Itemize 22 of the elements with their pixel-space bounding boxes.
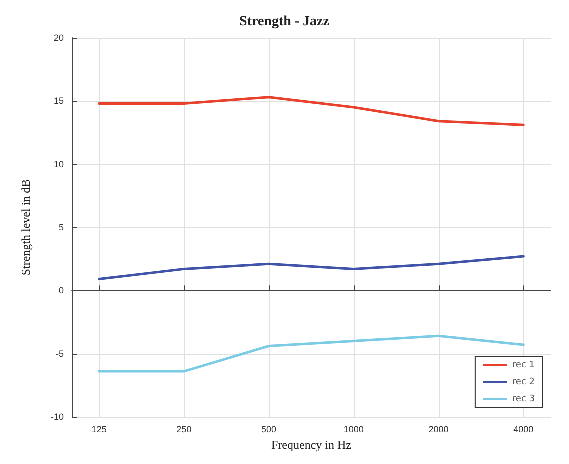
y-tick-label: -5 [56, 348, 64, 359]
x-tick-label: 4000 [514, 424, 534, 434]
y-tick-label: 0 [58, 286, 64, 296]
chart-title: Strength - Jazz [240, 14, 330, 30]
x-tick-label: 2000 [428, 424, 449, 434]
y-axis-title: Strength level in dB [19, 179, 33, 276]
line-series [98, 334, 525, 373]
x-tick-label: 250 [176, 424, 192, 434]
legend-label: rec 3 [512, 394, 536, 404]
line-series [98, 255, 525, 281]
x-tick-label: 1000 [344, 424, 364, 434]
x-tick-label: 125 [92, 424, 107, 434]
line-series [98, 96, 525, 126]
y-tick-label: -10 [50, 412, 64, 422]
x-tick-label: 500 [262, 424, 277, 434]
legend-label: rec 2 [512, 378, 536, 388]
x-axis-title: Frequency in Hz [272, 438, 352, 452]
y-tick-label: 5 [58, 222, 64, 232]
y-tick-label: 20 [54, 33, 64, 43]
y-tick-label: 10 [54, 159, 64, 170]
y-tick-label: 15 [54, 96, 64, 106]
legend-label: rec 1 [512, 360, 536, 370]
